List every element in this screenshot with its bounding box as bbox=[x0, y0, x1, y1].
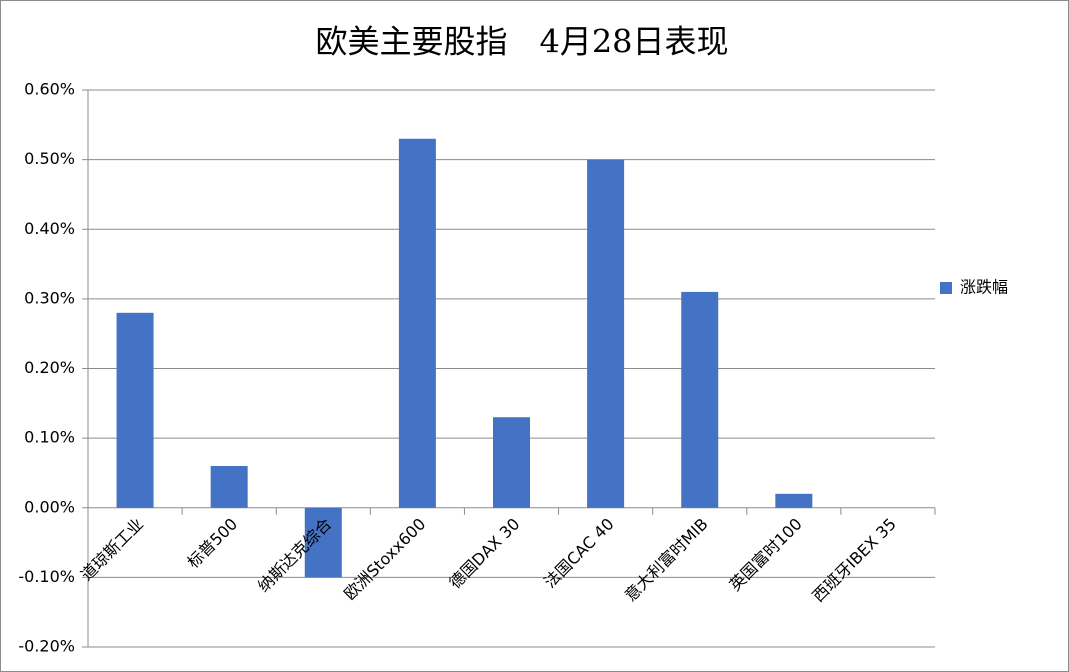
y-tick-label: 0.00% bbox=[24, 497, 75, 516]
y-tick-label: -0.10% bbox=[18, 567, 75, 586]
y-tick-label: 0.20% bbox=[24, 358, 75, 377]
bar bbox=[398, 138, 436, 508]
y-tick-label: 0.60% bbox=[24, 80, 75, 99]
bar bbox=[116, 312, 154, 508]
bar bbox=[587, 159, 625, 508]
chart-title: 欧美主要股指 4月28日表现 bbox=[315, 23, 728, 61]
bar bbox=[304, 507, 342, 578]
y-tick-label: 0.30% bbox=[24, 288, 75, 307]
legend-swatch bbox=[940, 282, 952, 294]
y-tick-label: -0.20% bbox=[18, 637, 75, 656]
y-tick-label: 0.50% bbox=[24, 149, 75, 168]
y-tick-label: 0.40% bbox=[24, 219, 75, 238]
legend-label: 涨跌幅 bbox=[960, 278, 1008, 297]
bar bbox=[681, 291, 719, 508]
bar bbox=[493, 417, 530, 508]
bar bbox=[775, 493, 813, 508]
y-tick-label: 0.10% bbox=[24, 428, 75, 447]
bar bbox=[210, 465, 248, 508]
